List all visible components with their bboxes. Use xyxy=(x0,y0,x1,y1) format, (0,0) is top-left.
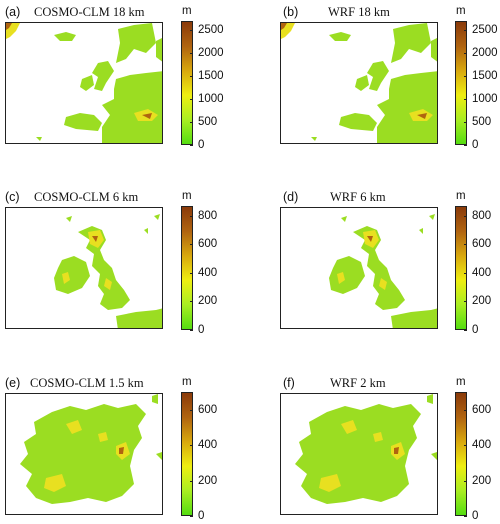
colorbar-tick-label: 600 xyxy=(198,403,218,416)
colorbar-unit: m xyxy=(456,376,466,388)
colorbar-tick-label: 1000 xyxy=(198,93,224,106)
terrain-map xyxy=(280,207,438,329)
colorbar-tick xyxy=(190,272,193,274)
colorbar-tick xyxy=(190,480,193,482)
map-british-isles xyxy=(329,214,437,328)
colorbar-tick xyxy=(464,215,467,217)
colorbar-tick-label: 0 xyxy=(472,324,479,336)
colorbar-tick xyxy=(464,480,467,482)
terrain-map xyxy=(5,22,163,144)
colorbar-tick xyxy=(464,445,467,447)
colorbar-tick-label: 1500 xyxy=(472,70,498,83)
colorbar-tick xyxy=(464,30,467,32)
colorbar-tick xyxy=(190,244,193,246)
panel-title: WRF 6 km xyxy=(330,190,386,204)
terrain-map xyxy=(280,393,438,515)
colorbar-tick xyxy=(190,409,193,411)
colorbar xyxy=(455,206,467,330)
colorbar-tick xyxy=(190,301,193,303)
colorbar-tick xyxy=(190,516,193,517)
colorbar xyxy=(455,21,467,145)
colorbar-tick-label: 600 xyxy=(198,238,218,251)
colorbar-tick-label: 500 xyxy=(198,116,218,129)
colorbar-tick-label: 800 xyxy=(472,209,492,222)
terrain-map xyxy=(280,22,438,144)
colorbar-tick-label: 1000 xyxy=(472,93,498,106)
colorbar-tick xyxy=(464,409,467,411)
colorbar-tick-label: 0 xyxy=(198,139,205,151)
colorbar-tick xyxy=(464,76,467,78)
colorbar xyxy=(181,392,193,516)
colorbar-tick-label: 0 xyxy=(198,324,205,336)
panel-letter: (c) xyxy=(5,190,20,204)
colorbar-tick-label: 500 xyxy=(472,116,492,129)
colorbar-tick-label: 1500 xyxy=(198,70,224,83)
colorbar-tick xyxy=(190,76,193,78)
colorbar xyxy=(181,21,193,145)
colorbar-unit: m xyxy=(456,5,466,17)
map-british-isles xyxy=(54,214,162,328)
map-ireland xyxy=(295,394,437,504)
colorbar-unit: m xyxy=(182,190,192,202)
colorbar-tick xyxy=(464,516,467,517)
panel-title: WRF 18 km xyxy=(328,5,390,19)
colorbar-tick xyxy=(190,445,193,447)
colorbar-tick xyxy=(464,122,467,124)
colorbar-tick xyxy=(190,122,193,124)
colorbar-tick-label: 2000 xyxy=(198,47,224,60)
colorbar-tick-label: 400 xyxy=(198,439,218,452)
colorbar-tick-label: 200 xyxy=(198,474,218,487)
terrain-map xyxy=(5,207,163,329)
colorbar-tick xyxy=(464,301,467,303)
panel-letter: (d) xyxy=(283,190,299,204)
colorbar-tick xyxy=(464,53,467,55)
colorbar xyxy=(455,392,467,516)
colorbar-tick xyxy=(464,330,467,331)
colorbar-tick xyxy=(190,53,193,55)
colorbar-tick-label: 2000 xyxy=(472,47,498,60)
panel-title: COSMO-CLM 6 km xyxy=(34,190,139,204)
colorbar-tick-label: 2500 xyxy=(472,24,498,37)
terrain-map xyxy=(5,393,163,515)
colorbar-tick-label: 200 xyxy=(198,295,218,308)
colorbar-tick-label: 200 xyxy=(472,474,492,487)
colorbar-tick-label: 400 xyxy=(472,439,492,452)
colorbar-tick xyxy=(464,244,467,246)
colorbar-tick xyxy=(190,215,193,217)
colorbar-tick-label: 200 xyxy=(472,295,492,308)
colorbar-tick-label: 600 xyxy=(472,238,492,251)
panel-title: COSMO-CLM 1.5 km xyxy=(30,376,144,390)
colorbar-tick xyxy=(464,145,467,146)
colorbar-tick xyxy=(190,30,193,32)
colorbar-tick-label: 400 xyxy=(472,266,492,279)
colorbar-tick xyxy=(190,145,193,146)
panel-letter: (b) xyxy=(283,5,299,19)
colorbar-tick-label: 0 xyxy=(472,139,479,151)
panel-title: COSMO-CLM 18 km xyxy=(34,5,145,19)
colorbar xyxy=(181,206,193,330)
colorbar-tick-label: 600 xyxy=(472,403,492,416)
colorbar-tick-label: 0 xyxy=(472,510,479,522)
colorbar-tick xyxy=(190,99,193,101)
colorbar-unit: m xyxy=(456,190,466,202)
panel-letter: (f) xyxy=(283,376,295,390)
colorbar-tick xyxy=(190,330,193,331)
colorbar-tick xyxy=(464,272,467,274)
map-ireland xyxy=(20,394,162,504)
colorbar-tick xyxy=(464,99,467,101)
colorbar-tick-label: 800 xyxy=(198,209,218,222)
colorbar-tick-label: 400 xyxy=(198,266,218,279)
colorbar-tick-label: 2500 xyxy=(198,24,224,37)
panel-letter: (e) xyxy=(5,376,21,390)
map-europe xyxy=(281,23,437,143)
panel-letter: (a) xyxy=(5,5,21,19)
panel-title: WRF 2 km xyxy=(330,376,386,390)
map-europe xyxy=(6,23,162,143)
colorbar-unit: m xyxy=(182,376,192,388)
colorbar-tick-label: 0 xyxy=(198,510,205,522)
colorbar-unit: m xyxy=(182,5,192,17)
